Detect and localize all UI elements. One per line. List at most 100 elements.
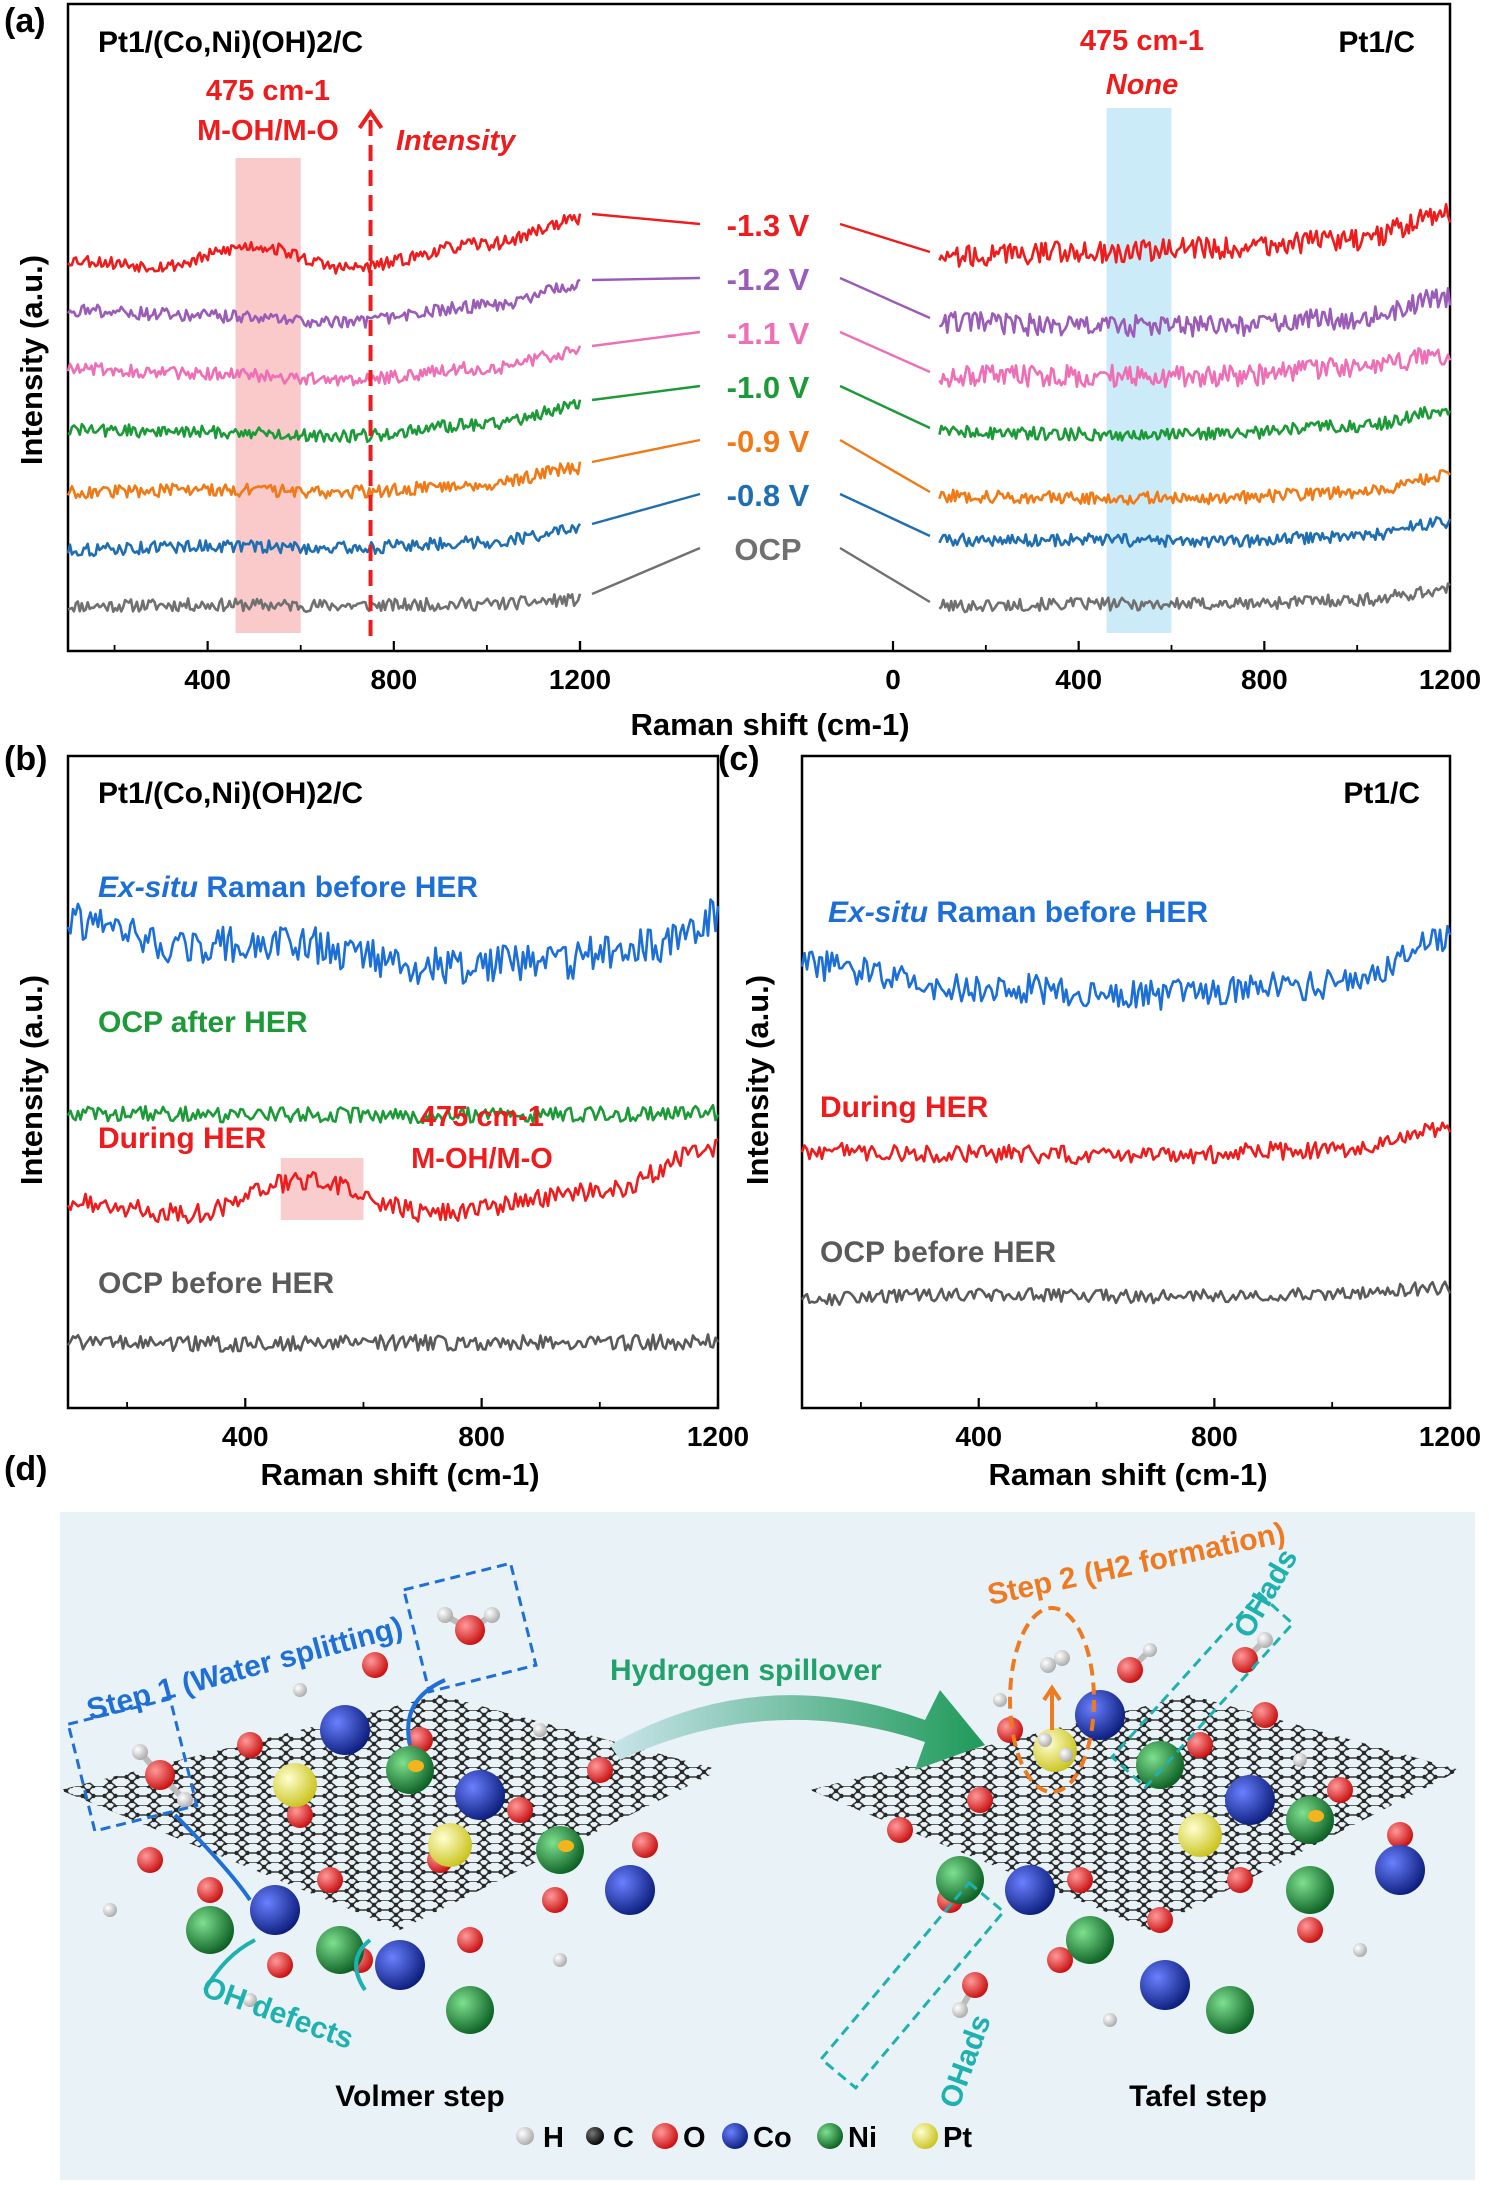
a-xlabel: Raman shift (cm-1) xyxy=(630,707,909,742)
voltage-label: -0.9 V xyxy=(727,424,810,459)
a-right-tick-label: 800 xyxy=(1241,664,1288,695)
legend-label-c: C xyxy=(613,2122,634,2154)
c-ticks: 400 800 1200 xyxy=(860,1398,1481,1452)
left-atom-ni xyxy=(536,1826,584,1874)
right-atom-ni xyxy=(936,1856,984,1904)
right-atom-co xyxy=(1075,1690,1125,1740)
voltage-label: OCP xyxy=(734,532,801,567)
right-atom-o xyxy=(967,1787,993,1813)
right-atom-h xyxy=(1257,1632,1273,1648)
legend-swatch-co xyxy=(722,2123,748,2149)
right-atom-h xyxy=(993,1693,1007,1707)
series-line-1-0-v xyxy=(67,398,582,444)
a-right-peak-label: 475 cm-1 xyxy=(1080,25,1204,57)
right-atom-h xyxy=(1143,1643,1157,1657)
right-atom-h xyxy=(1038,1733,1052,1747)
legend-label-pt: Pt xyxy=(943,2122,972,2154)
left-adsorbed-h xyxy=(558,1840,574,1852)
panel-d: Hydrogen spillover Step 1 (Water splitti… xyxy=(60,1512,1475,2180)
right-atom-ni xyxy=(1206,1986,1254,2034)
b-xlabel: Raman shift (cm-1) xyxy=(260,1457,539,1492)
right-atom-o xyxy=(1067,1867,1093,1893)
atom-legend: H C O Co Ni Pt xyxy=(516,2122,972,2154)
connector-right xyxy=(839,384,931,430)
panel-b: OCP before HER During HER OCP after HER Ex-… xyxy=(14,754,749,1492)
connector-left xyxy=(591,492,701,526)
left-atom-o xyxy=(137,1847,163,1873)
voltage-label: -1.1 V xyxy=(727,316,810,351)
a-right-series-group xyxy=(938,203,1452,614)
a-right-title: Pt1/C xyxy=(1338,26,1415,59)
a-right-assignment-label: None xyxy=(1106,69,1179,101)
b-highlight-band xyxy=(280,1158,364,1220)
connector-left xyxy=(591,546,701,596)
a-left-tick-label: 400 xyxy=(184,664,231,695)
c-series-label-italic: Ex-situ xyxy=(828,896,928,929)
volmer-label: Volmer step xyxy=(335,2080,505,2113)
step2-arrow xyxy=(1042,1684,1062,1730)
left-atom-h xyxy=(533,1723,547,1737)
c-series-labels: OCP before HER During HER Ex-situ Raman be… xyxy=(820,896,1208,1269)
oh-ads-box-top xyxy=(1109,1591,1295,1790)
b-ylabel: Intensity (a.u.) xyxy=(14,975,49,1185)
right-atom-h xyxy=(1040,1657,1056,1673)
left-atom-h xyxy=(553,1953,567,1967)
connector-right xyxy=(839,438,931,494)
c-series-label: OCP before HER xyxy=(820,1236,1056,1269)
right-atom-h xyxy=(1293,1753,1307,1767)
series-line-during-her xyxy=(800,1121,1452,1166)
series-line-0-9-v xyxy=(938,469,1451,506)
intensity-arrow-head xyxy=(357,108,384,130)
a-right-ticks: 0 400 800 1200 xyxy=(885,641,1481,695)
voltage-label: -0.8 V xyxy=(727,478,810,513)
connector-right xyxy=(839,492,931,538)
left-atom-ni xyxy=(386,1746,434,1794)
series-line-1-1-v xyxy=(938,347,1452,389)
series-line-during-her xyxy=(66,1138,719,1225)
left-atom-h xyxy=(293,1683,307,1697)
spillover-arrow xyxy=(610,1690,985,1770)
series-line-ocp-after-her xyxy=(66,1103,720,1125)
left-atom-ni xyxy=(446,1986,494,2034)
series-line-0-9-v xyxy=(66,461,582,500)
left-atom-co xyxy=(605,1865,655,1915)
right-atom-o xyxy=(1327,1777,1353,1803)
legend-label-ni: Ni xyxy=(848,2122,877,2154)
legend-label-h: H xyxy=(543,2122,564,2154)
voltage-label: -1.0 V xyxy=(727,370,810,405)
spillover-label: Hydrogen spillover xyxy=(610,1654,882,1687)
c-xlabel: Raman shift (cm-1) xyxy=(988,1457,1267,1492)
panel-a-letter: (a) xyxy=(4,2,46,40)
connector-right xyxy=(839,222,931,254)
right-atom-h xyxy=(1353,1943,1367,1957)
left-atom-o xyxy=(267,1952,293,1978)
a-voltage-labels: OCP -0.8 V -0.9 V -1.0 V -1.1 V -1.2 V -1.3 V xyxy=(727,208,810,567)
series-line-1-3-v xyxy=(938,203,1452,268)
connector-right xyxy=(839,276,931,320)
atoms-left xyxy=(103,1607,658,2034)
a-left-title-text: Pt1/(Co,Ni)(OH)2/C xyxy=(98,26,363,59)
legend-swatch-h xyxy=(516,2127,534,2145)
right-atom-ni xyxy=(1136,1741,1184,1789)
b-tick-label: 400 xyxy=(222,1421,269,1452)
left-atom-h xyxy=(132,1744,148,1760)
c-ylabel: Intensity (a.u.) xyxy=(740,975,775,1185)
connector-right xyxy=(839,330,931,374)
legend-swatch-o xyxy=(652,2123,678,2149)
step1-arrow-left xyxy=(173,1813,252,1902)
a-left-tick-label: 800 xyxy=(370,664,417,695)
left-atom-h xyxy=(177,1792,193,1808)
a-connector-lines xyxy=(591,212,931,604)
voltage-label: -1.2 V xyxy=(727,262,810,297)
panel-a-frame xyxy=(66,2,1452,653)
a-right-tick-label: 400 xyxy=(1055,664,1102,695)
legend-swatch-ni xyxy=(817,2123,843,2149)
right-atom-o xyxy=(1117,1657,1143,1683)
legend-label-co: Co xyxy=(753,2122,792,2154)
connector-left xyxy=(591,276,701,282)
left-atom-ni xyxy=(316,1926,364,1974)
right-atom-h xyxy=(952,2002,968,2018)
left-atom-o xyxy=(587,1757,613,1783)
left-atom-ni xyxy=(186,1906,234,1954)
connector-left xyxy=(591,330,701,348)
